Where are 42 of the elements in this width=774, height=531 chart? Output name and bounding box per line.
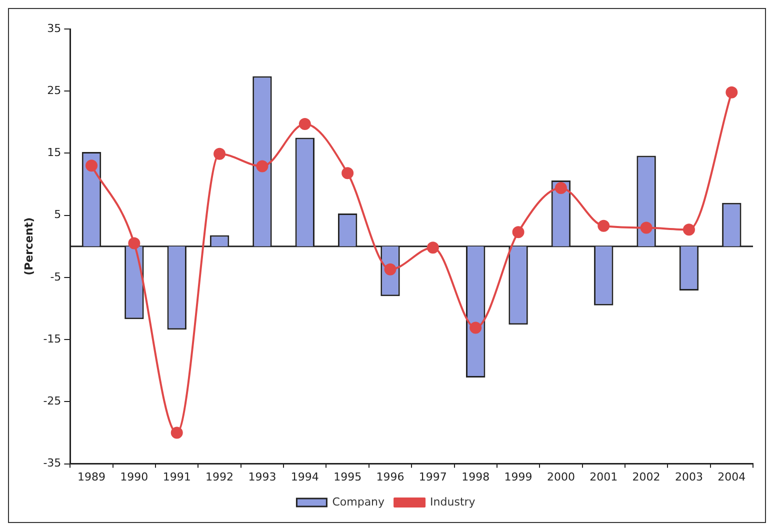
y-tick-label: 15 xyxy=(47,146,62,160)
point xyxy=(682,224,695,236)
legend-label: Company xyxy=(332,495,386,508)
y-axis-title: (Percent) xyxy=(22,217,36,276)
x-tick-label: 1995 xyxy=(334,470,362,484)
x-tick-label: 1998 xyxy=(462,470,490,484)
point xyxy=(342,167,354,180)
y-tick-label: -35 xyxy=(43,456,62,470)
x-tick-label: 1992 xyxy=(206,470,234,484)
y-tick-label: -15 xyxy=(43,332,62,346)
y-tick-label: -25 xyxy=(43,394,62,408)
x-tick-label: 2000 xyxy=(546,470,575,484)
point xyxy=(170,426,183,439)
point xyxy=(598,220,610,232)
x-tick-label: 1996 xyxy=(376,470,404,484)
y-tick-label: -5 xyxy=(50,270,62,284)
x-tick-label: 1993 xyxy=(248,470,276,484)
x-tick-label: 1999 xyxy=(504,470,532,484)
x-tick-label: 2004 xyxy=(718,470,746,484)
point xyxy=(512,226,524,238)
y-tick-label: 35 xyxy=(47,22,62,35)
point xyxy=(640,222,652,234)
x-tick-label: 1994 xyxy=(290,470,319,484)
point xyxy=(214,148,226,160)
x-tick-label: 1991 xyxy=(162,470,191,484)
point xyxy=(86,160,98,172)
point xyxy=(426,242,439,254)
point xyxy=(128,237,140,250)
x-tick-label: 1990 xyxy=(120,470,148,484)
x-tick-label: 1989 xyxy=(78,470,106,484)
legend-label: Industry xyxy=(430,495,476,508)
point xyxy=(256,160,268,172)
point xyxy=(554,182,567,194)
point xyxy=(298,118,311,130)
point xyxy=(470,322,482,334)
x-tick-label: 2002 xyxy=(632,470,660,484)
y-tick-label: 25 xyxy=(47,84,62,97)
x-tick-label: 1997 xyxy=(418,470,447,484)
x-tick-label: 2001 xyxy=(590,470,618,484)
x-tick-label: 2003 xyxy=(674,470,703,484)
y-tick-label: 5 xyxy=(54,208,62,222)
point xyxy=(726,86,738,98)
